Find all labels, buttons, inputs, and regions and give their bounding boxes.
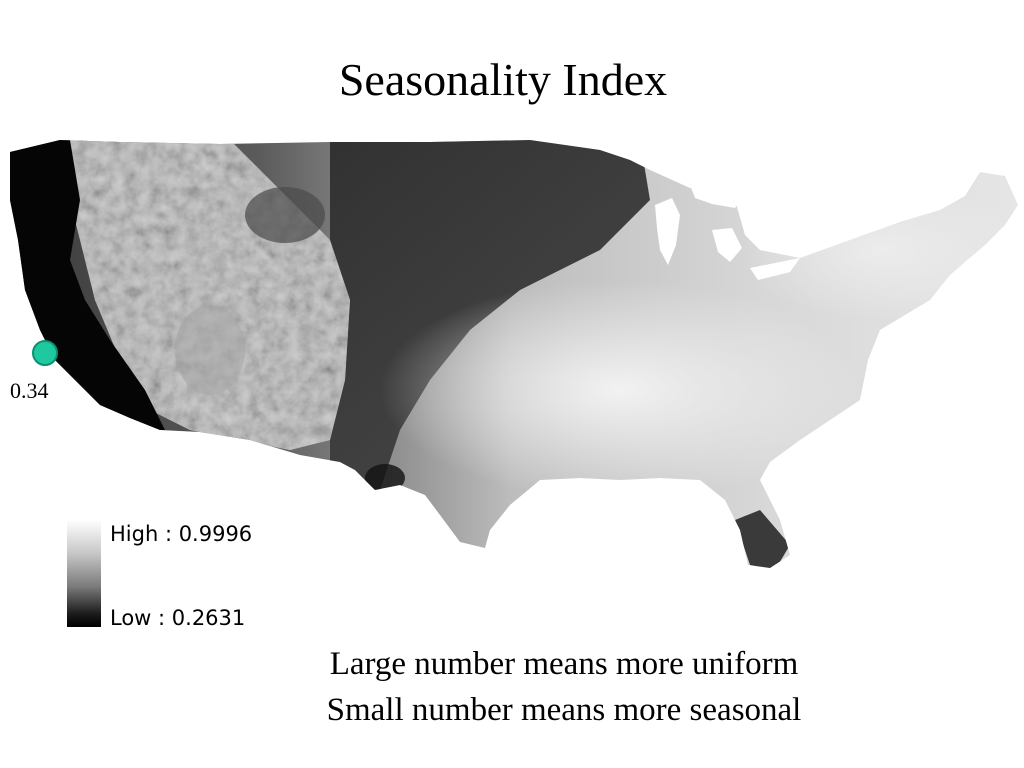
seasonality-map <box>10 140 1018 568</box>
caption-line-uniform: Large number means more uniform <box>329 646 799 682</box>
legend-gradient-bar <box>67 521 101 627</box>
page-title: Seasonality Index <box>338 54 668 105</box>
location-marker[interactable] <box>32 340 58 366</box>
legend-high-label: High : 0.9996 <box>110 522 253 546</box>
legend-low-label: Low : 0.2631 <box>110 606 246 630</box>
marker-value-label: 0.34 <box>10 378 49 403</box>
caption-line-seasonal: Small number means more seasonal <box>326 692 802 728</box>
